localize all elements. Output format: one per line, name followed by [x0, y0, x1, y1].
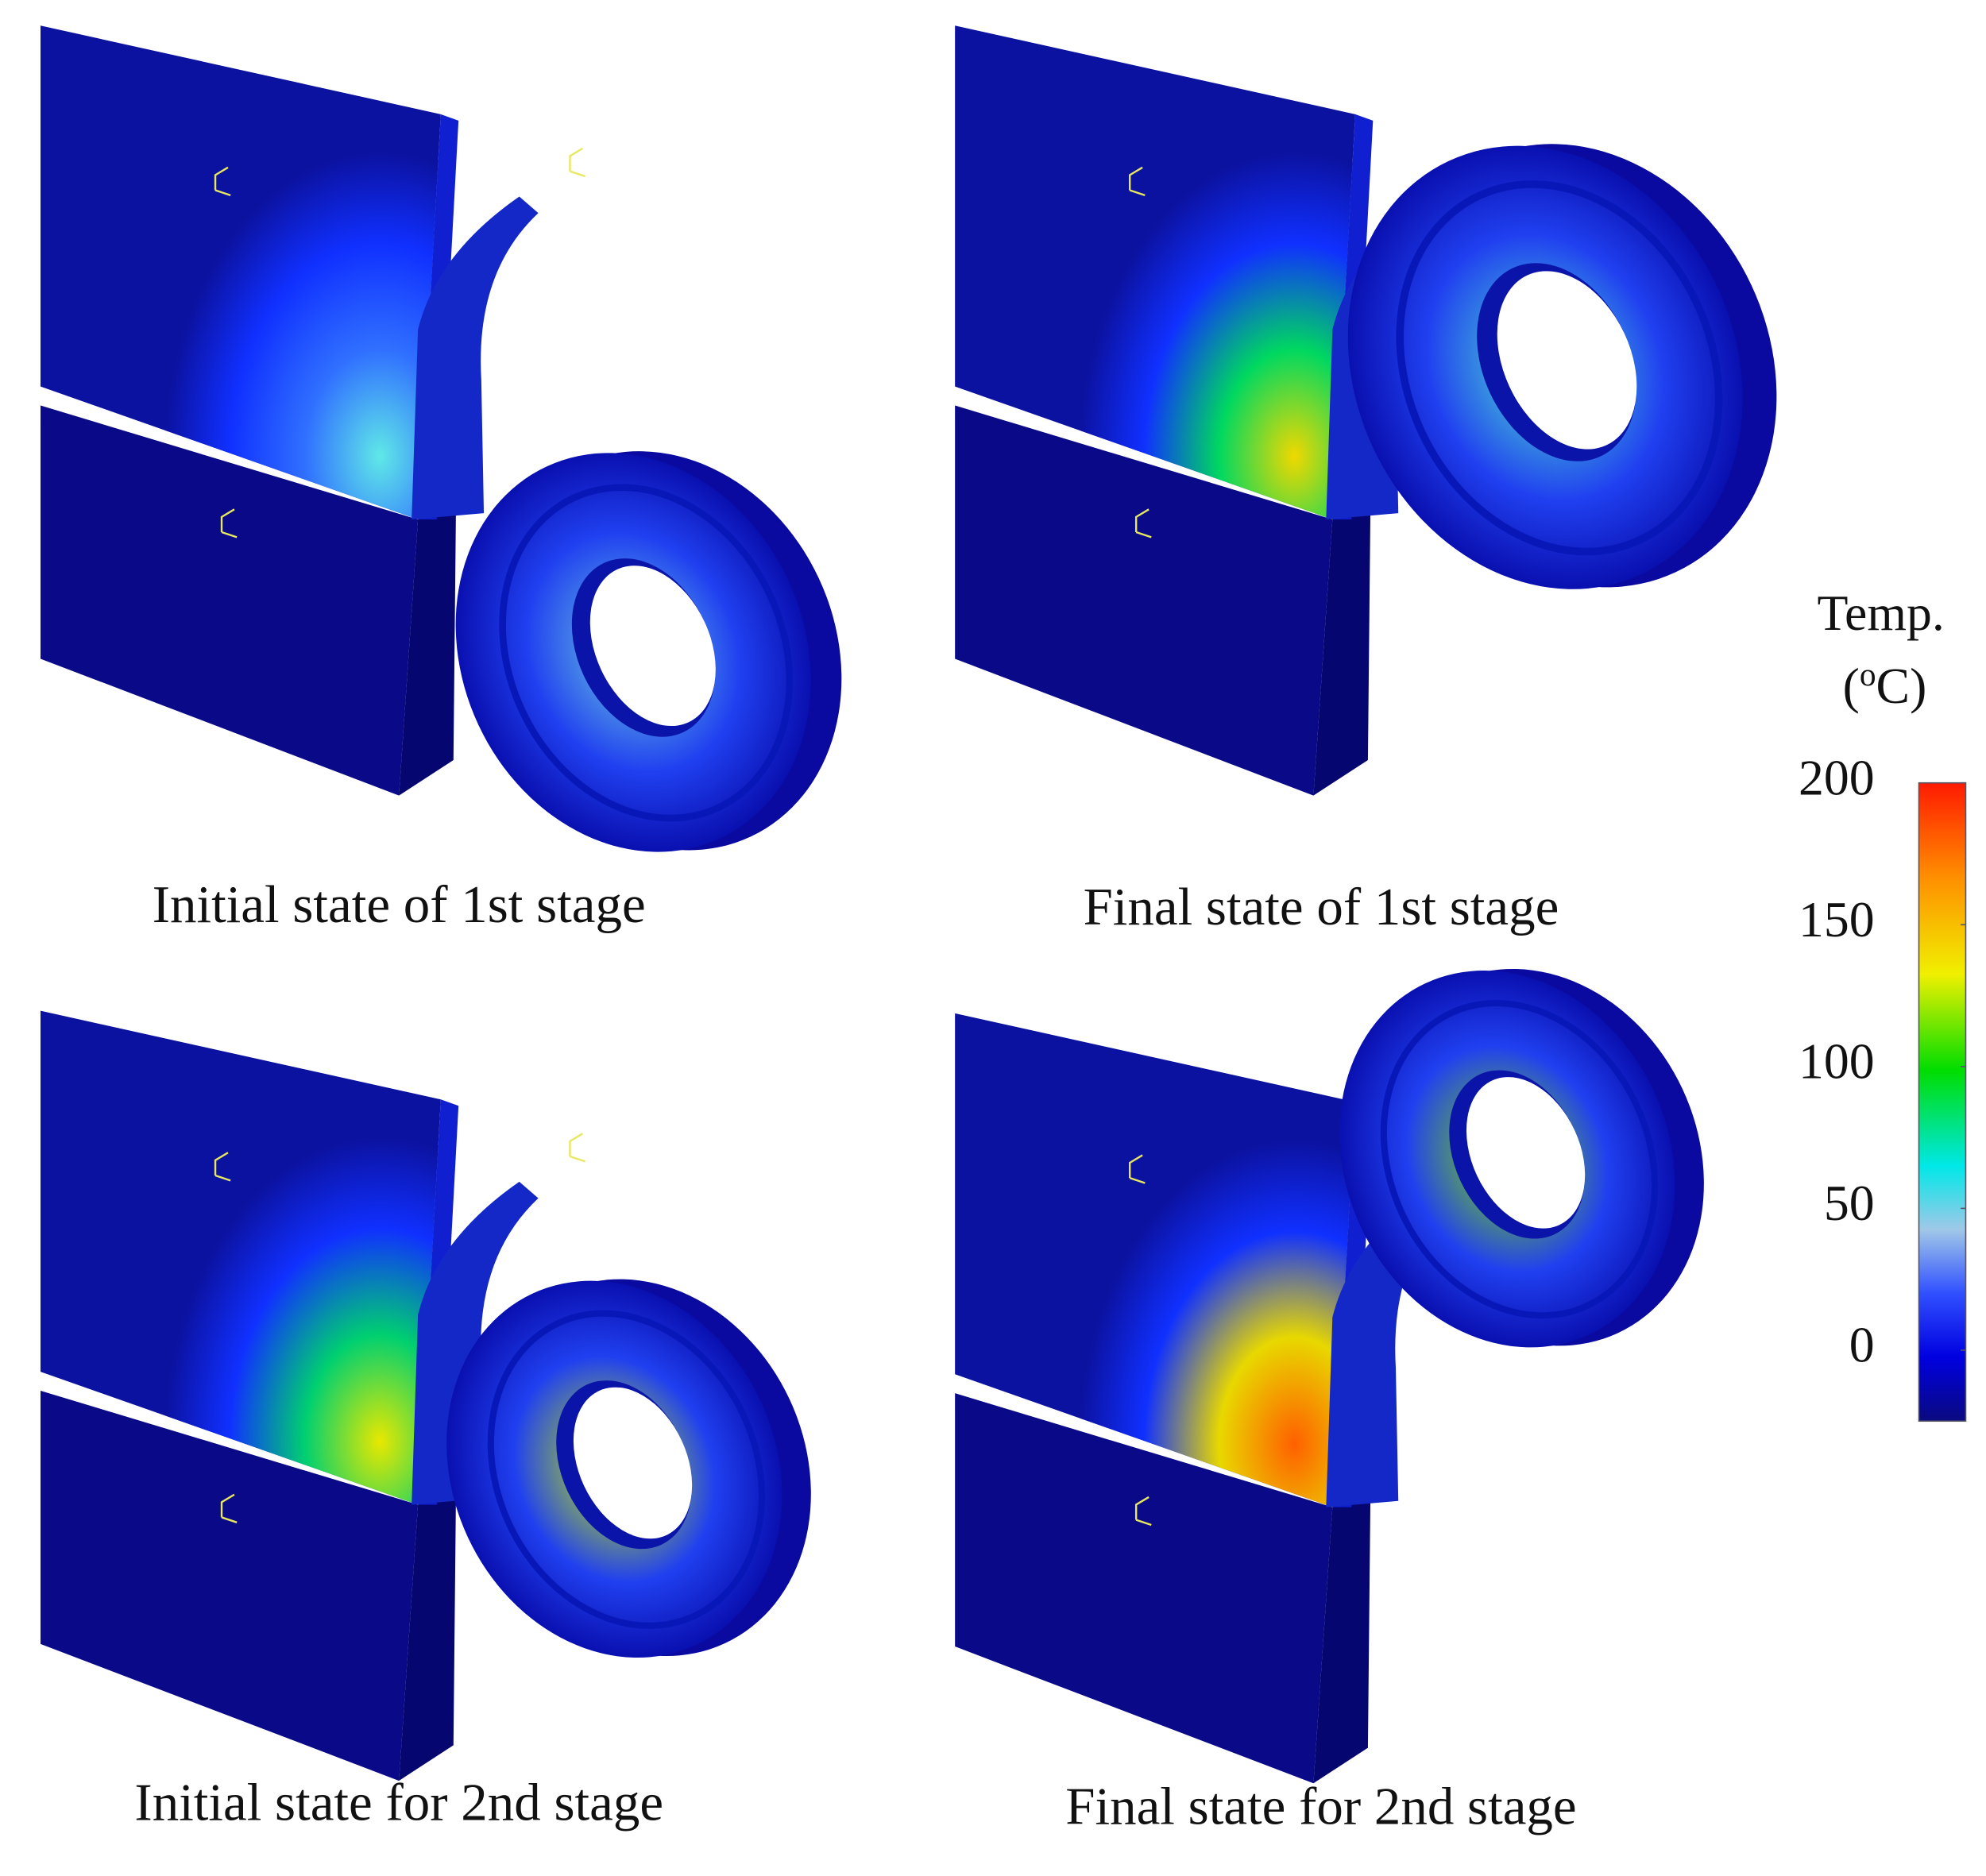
axis-marker — [220, 1493, 238, 1523]
strip — [411, 196, 539, 520]
axis-marker — [1134, 508, 1152, 538]
strip — [1326, 1184, 1453, 1507]
lower-block — [41, 1390, 419, 1781]
heat-zone — [164, 1137, 441, 1505]
colorbar-title: Temp. — [1818, 585, 1945, 641]
unit-superscript: o — [1860, 656, 1876, 693]
panel-caption: Initial state for 2nd stage — [134, 1773, 663, 1832]
axis-marker — [220, 508, 238, 538]
axis-marker — [214, 166, 231, 197]
unit-part: ( — [1843, 658, 1860, 714]
lower-block-side — [1313, 1494, 1371, 1784]
lower-block — [955, 405, 1333, 796]
colorbar-unit: (oC) — [1843, 656, 1927, 714]
panel-caption: Final state of 1st stage — [1084, 878, 1559, 936]
roller-groove — [1396, 180, 1723, 556]
heat-zone — [1079, 152, 1355, 520]
strip — [411, 1181, 539, 1505]
colorbar-tick-label: 50 — [1824, 1175, 1875, 1231]
roller-groove — [487, 1310, 766, 1629]
axis-marker — [1134, 1496, 1152, 1527]
colorbar-tick-label: 200 — [1799, 749, 1875, 805]
panel — [955, 25, 1777, 796]
panel-caption: Initial state of 1st stage — [153, 875, 646, 934]
heat-zone — [1079, 1140, 1355, 1507]
panels — [41, 25, 1777, 1784]
roller — [455, 451, 842, 852]
roller — [1339, 968, 1704, 1348]
panel-caption: Final state for 2nd stage — [1065, 1777, 1576, 1835]
roller-groove — [499, 484, 794, 822]
lower-block-side — [1313, 507, 1371, 796]
colorbar-tick-label: 100 — [1799, 1033, 1875, 1089]
roller-hole — [573, 1387, 693, 1539]
colorbar: Temp. (oC) 0 50 100 150 200 — [1799, 585, 1967, 1422]
panel — [41, 1010, 811, 1781]
roller-hole — [1466, 1077, 1586, 1229]
lower-block — [955, 1393, 1333, 1784]
panel — [41, 25, 842, 852]
axis-marker — [569, 147, 585, 178]
roller — [446, 1279, 811, 1658]
axis-marker — [1128, 166, 1146, 197]
colorbar-tick-label: 0 — [1849, 1317, 1875, 1373]
roller-hole — [589, 566, 716, 727]
lower-block — [41, 405, 419, 796]
roller-hole — [1497, 271, 1637, 450]
unit-part: C) — [1876, 658, 1927, 714]
colorbar-tick-label: 150 — [1799, 891, 1875, 948]
roller-groove — [1380, 999, 1659, 1319]
colorbar-scale — [1918, 782, 1967, 1422]
axis-marker — [569, 1133, 585, 1163]
panel — [955, 968, 1704, 1784]
axis-marker — [1128, 1154, 1146, 1184]
axis-marker — [214, 1152, 231, 1182]
heat-zone — [164, 152, 441, 520]
lower-block-side — [399, 1492, 456, 1781]
lower-block-side — [399, 507, 456, 796]
roller — [1347, 144, 1777, 589]
